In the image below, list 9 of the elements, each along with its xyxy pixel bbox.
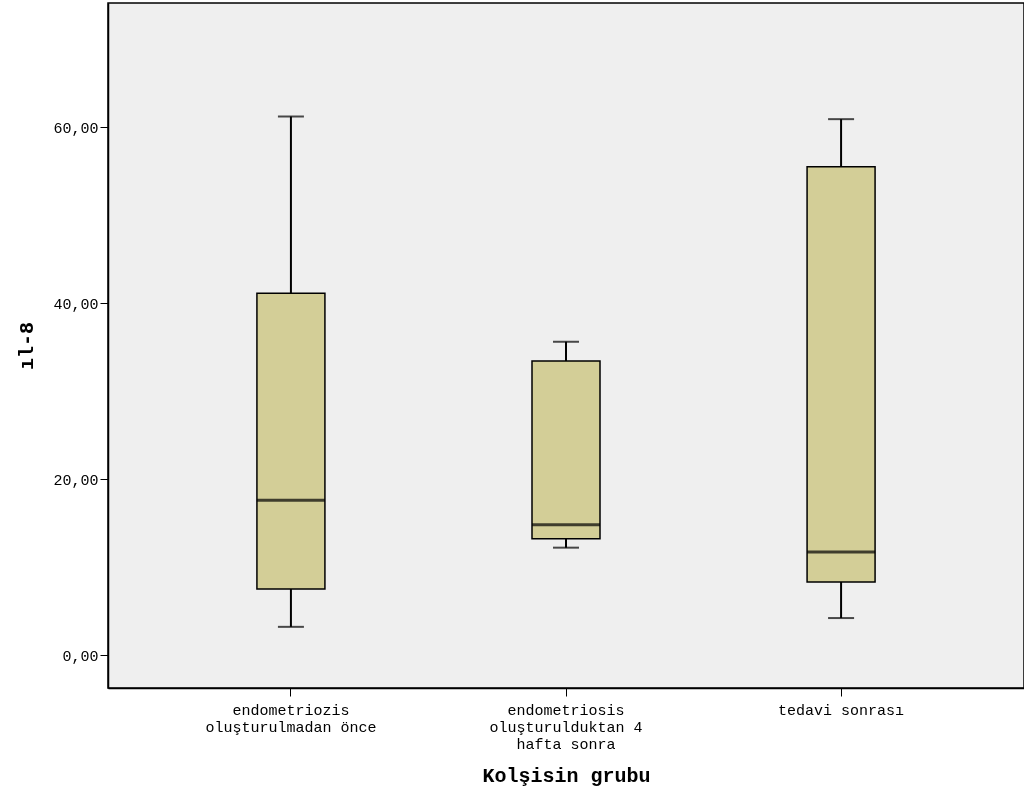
x-tick-label: tedavi sonrası	[778, 702, 905, 720]
y-tick-label: 40,00	[53, 296, 99, 314]
x-tick-label: endometriosis oluşturulduktan 4 hafta sonra	[489, 702, 643, 754]
y-axis-title: ıl-8	[16, 321, 40, 371]
x-axis-title: Kolşisin grubu	[482, 764, 651, 788]
y-tick-label: 60,00	[53, 120, 99, 138]
y-tick-label: 20,00	[53, 472, 99, 490]
x-tick-label: endometriozis oluşturulmadan önce	[205, 702, 377, 737]
y-tick-label: 0,00	[62, 648, 99, 666]
